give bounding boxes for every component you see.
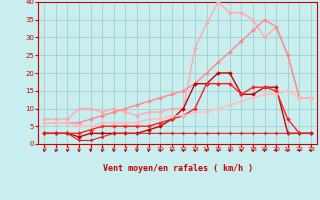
X-axis label: Vent moyen/en rafales ( km/h ): Vent moyen/en rafales ( km/h ) bbox=[103, 164, 252, 173]
